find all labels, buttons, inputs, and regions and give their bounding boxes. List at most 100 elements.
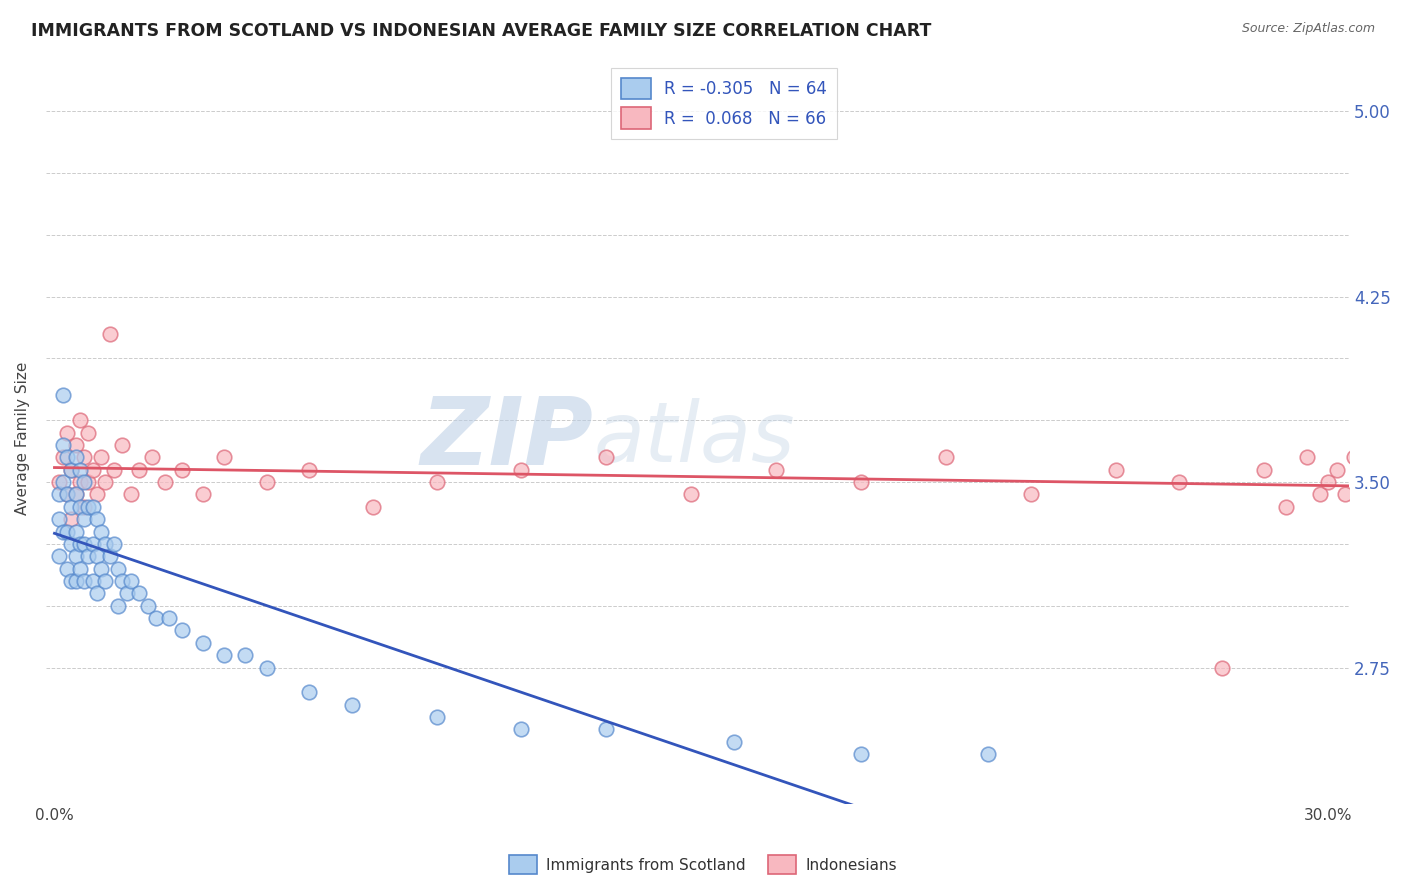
Point — [145, 611, 167, 625]
Point — [298, 463, 321, 477]
Point — [157, 611, 180, 625]
Text: ZIP: ZIP — [420, 392, 593, 484]
Point — [65, 574, 87, 588]
Point — [425, 710, 447, 724]
Point — [90, 450, 112, 465]
Point — [1360, 475, 1382, 489]
Point — [48, 475, 70, 489]
Point — [153, 475, 176, 489]
Point — [52, 388, 75, 402]
Point — [69, 475, 91, 489]
Point — [510, 723, 533, 737]
Point — [935, 450, 957, 465]
Point — [73, 537, 96, 551]
Point — [73, 574, 96, 588]
Point — [111, 574, 134, 588]
Point — [56, 450, 79, 465]
Point — [60, 512, 83, 526]
Point — [103, 463, 125, 477]
Point — [94, 475, 117, 489]
Point — [723, 735, 745, 749]
Point — [52, 524, 75, 539]
Point — [1393, 487, 1406, 501]
Point — [849, 747, 872, 761]
Point — [107, 599, 129, 613]
Legend: R = -0.305   N = 64, R =  0.068   N = 66: R = -0.305 N = 64, R = 0.068 N = 66 — [610, 68, 837, 139]
Point — [1317, 475, 1340, 489]
Point — [82, 500, 104, 514]
Legend: Immigrants from Scotland, Indonesians: Immigrants from Scotland, Indonesians — [503, 849, 903, 880]
Point — [1105, 463, 1128, 477]
Point — [69, 413, 91, 427]
Point — [82, 574, 104, 588]
Point — [56, 524, 79, 539]
Point — [256, 475, 278, 489]
Point — [69, 537, 91, 551]
Point — [65, 487, 87, 501]
Point — [120, 487, 142, 501]
Point — [90, 524, 112, 539]
Point — [107, 561, 129, 575]
Point — [60, 500, 83, 514]
Point — [361, 500, 384, 514]
Point — [1168, 475, 1191, 489]
Point — [60, 537, 83, 551]
Point — [65, 438, 87, 452]
Point — [69, 500, 91, 514]
Point — [73, 450, 96, 465]
Point — [73, 500, 96, 514]
Point — [56, 425, 79, 440]
Point — [1295, 450, 1317, 465]
Point — [1402, 475, 1406, 489]
Point — [98, 549, 121, 564]
Point — [73, 475, 96, 489]
Point — [128, 463, 150, 477]
Point — [48, 487, 70, 501]
Y-axis label: Average Family Size: Average Family Size — [15, 362, 30, 516]
Point — [60, 463, 83, 477]
Point — [86, 487, 108, 501]
Point — [1274, 500, 1296, 514]
Point — [681, 487, 703, 501]
Point — [60, 463, 83, 477]
Point — [94, 574, 117, 588]
Point — [52, 475, 75, 489]
Point — [115, 586, 138, 600]
Point — [65, 549, 87, 564]
Point — [1253, 463, 1275, 477]
Point — [510, 463, 533, 477]
Point — [48, 549, 70, 564]
Point — [86, 549, 108, 564]
Point — [52, 450, 75, 465]
Point — [73, 512, 96, 526]
Text: atlas: atlas — [593, 398, 794, 479]
Point — [65, 487, 87, 501]
Point — [849, 475, 872, 489]
Point — [86, 586, 108, 600]
Point — [141, 450, 163, 465]
Point — [170, 463, 193, 477]
Point — [56, 561, 79, 575]
Point — [1309, 487, 1331, 501]
Point — [1326, 463, 1348, 477]
Point — [1019, 487, 1042, 501]
Text: Source: ZipAtlas.com: Source: ZipAtlas.com — [1241, 22, 1375, 36]
Point — [111, 438, 134, 452]
Point — [77, 425, 100, 440]
Point — [1372, 463, 1395, 477]
Point — [103, 537, 125, 551]
Point — [77, 549, 100, 564]
Point — [56, 487, 79, 501]
Point — [86, 512, 108, 526]
Point — [765, 463, 787, 477]
Point — [77, 475, 100, 489]
Point — [77, 500, 100, 514]
Point — [1334, 487, 1357, 501]
Point — [235, 648, 257, 663]
Point — [1351, 512, 1374, 526]
Point — [214, 648, 236, 663]
Point — [90, 561, 112, 575]
Point — [298, 685, 321, 699]
Point — [595, 723, 617, 737]
Point — [65, 524, 87, 539]
